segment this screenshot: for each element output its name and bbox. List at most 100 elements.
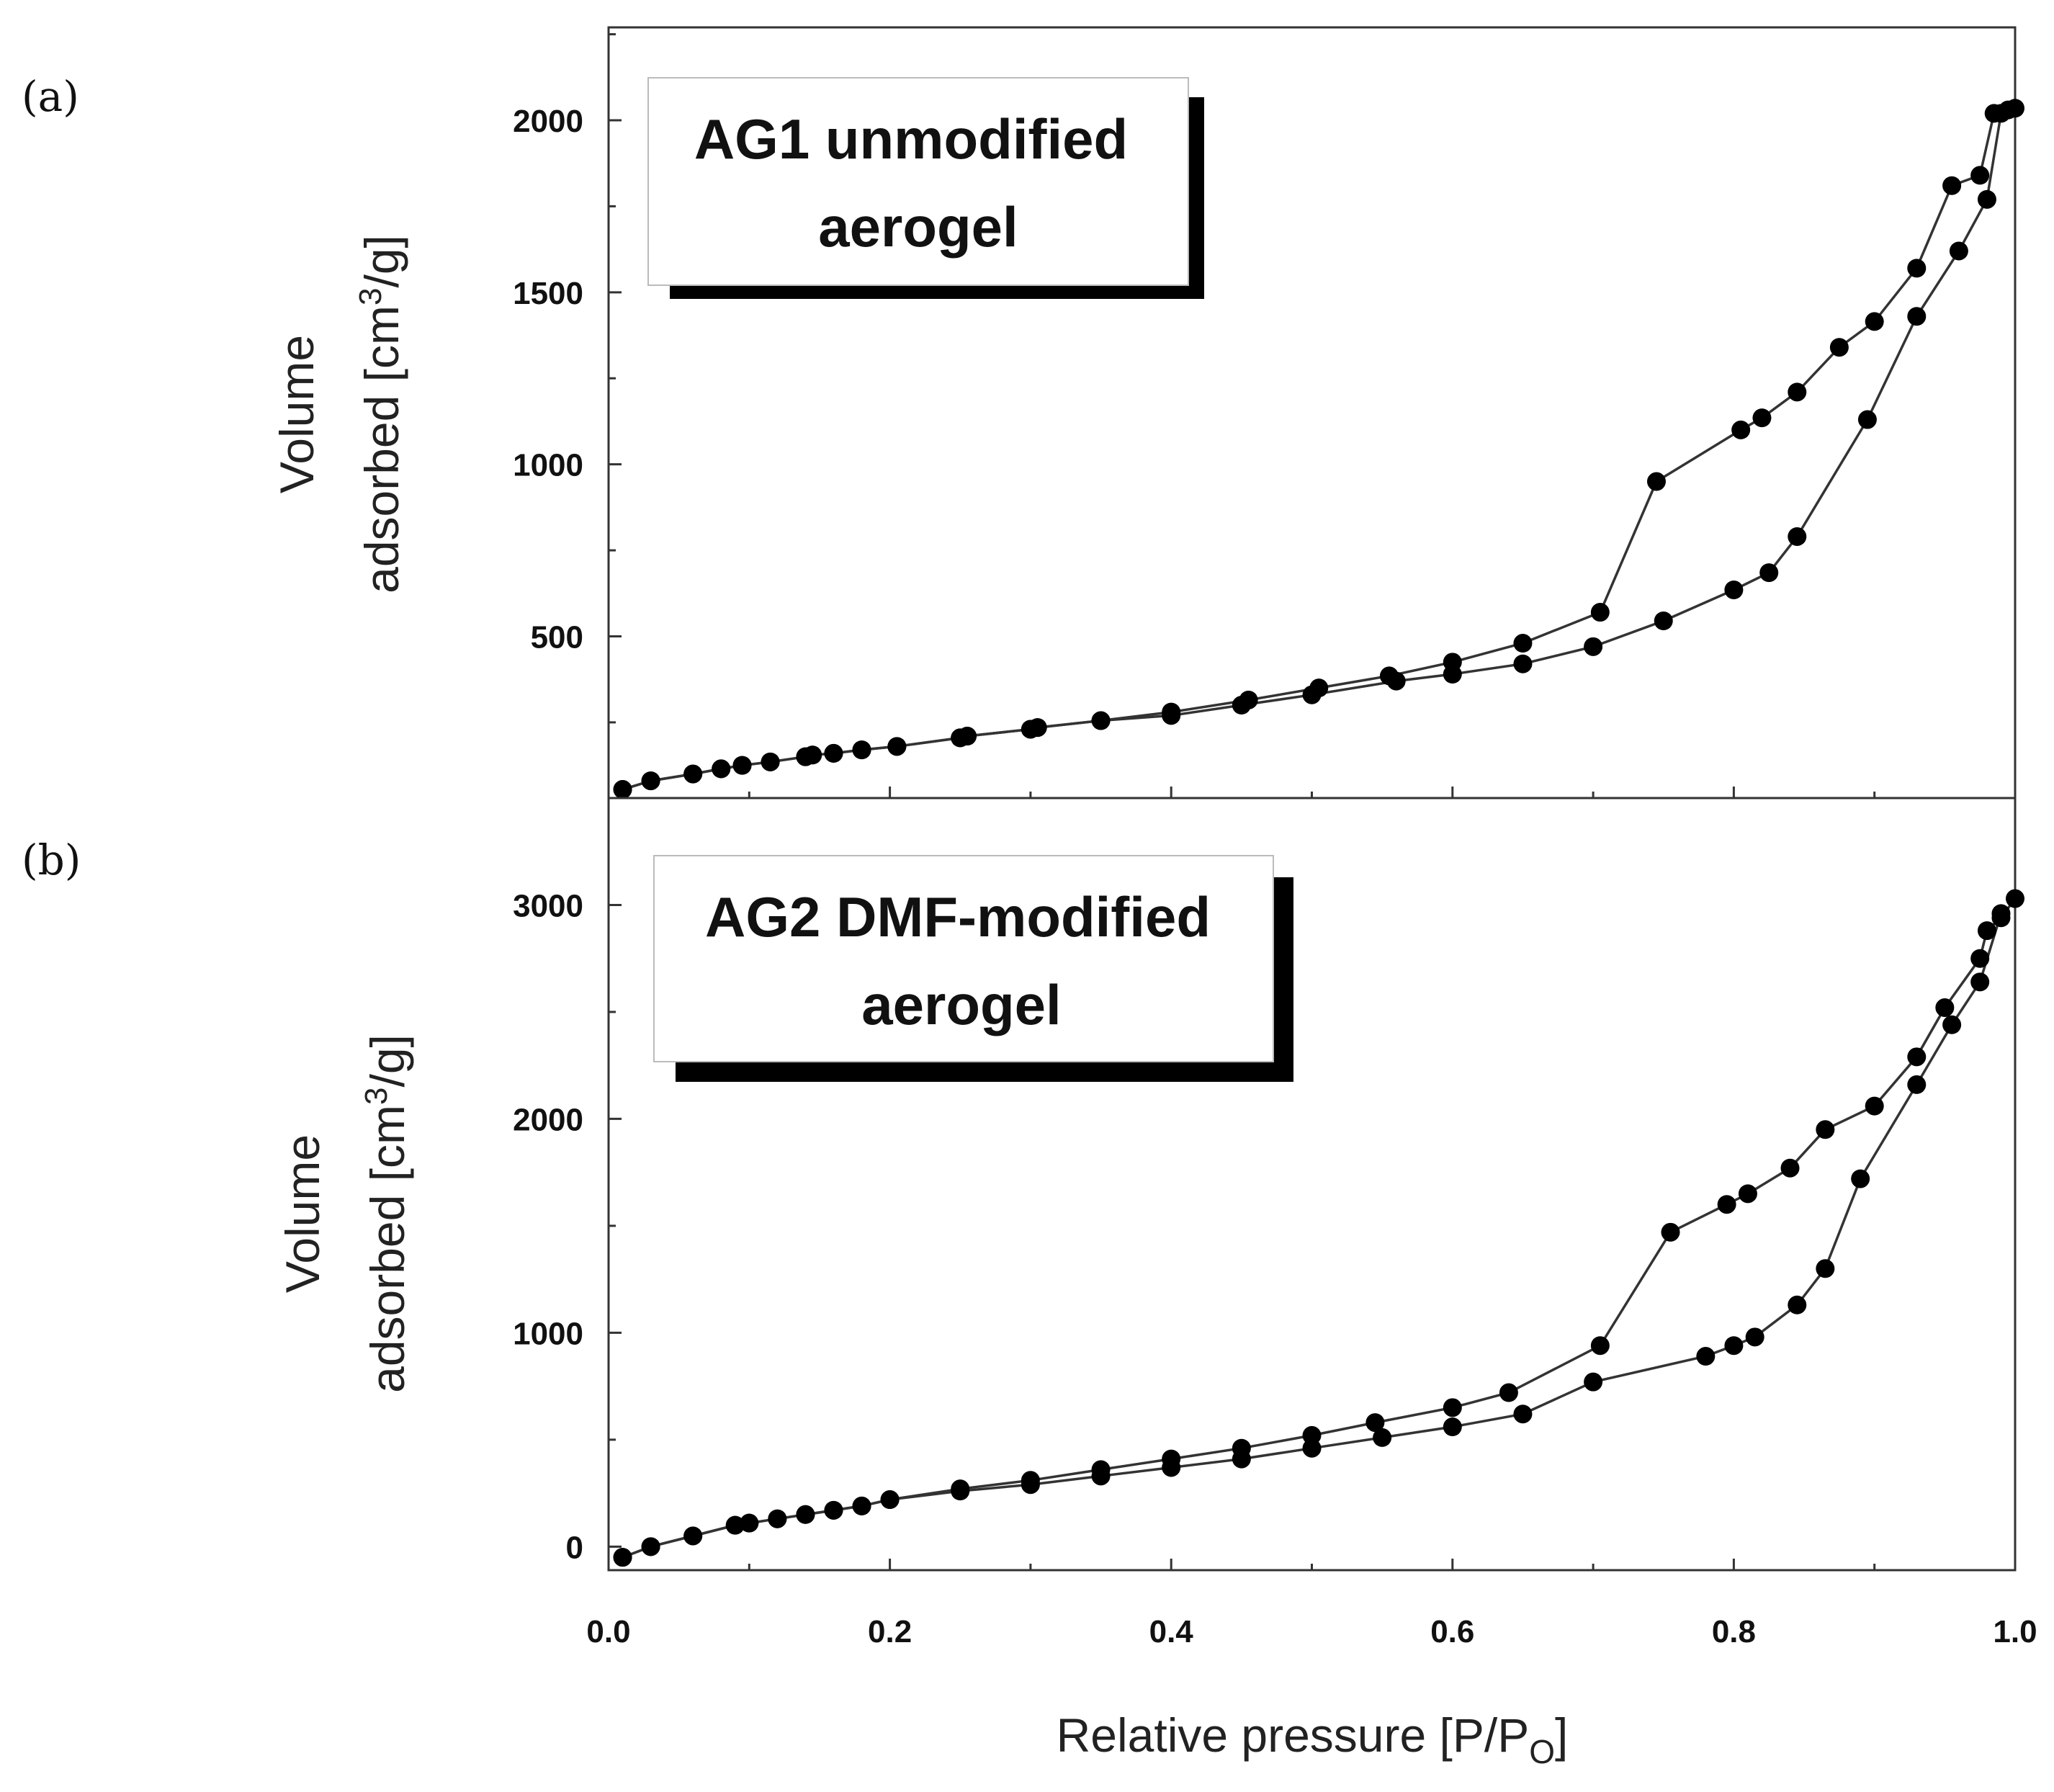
data-point-adsorption bbox=[1942, 1015, 1962, 1034]
data-point-desorption bbox=[613, 1548, 632, 1567]
data-point-desorption bbox=[1091, 1460, 1111, 1479]
data-point-desorption bbox=[761, 752, 780, 771]
data-point-desorption bbox=[712, 759, 731, 779]
panel-a-annotation-panel bbox=[647, 77, 1189, 286]
panel-b-y-ticks: 0 1000 2000 3000 bbox=[513, 797, 622, 1565]
data-point-adsorption bbox=[1302, 1438, 1322, 1458]
panel-a-y-ticks: 500 1000 1500 2000 bbox=[513, 33, 622, 724]
data-point-adsorption bbox=[1949, 241, 1968, 261]
x-axis-title: Relative pressure [P/PO] bbox=[1057, 1708, 1569, 1770]
data-point-desorption bbox=[852, 740, 871, 760]
y-tick-label-3000: 3000 bbox=[513, 888, 583, 923]
x-tick-label-0.4: 0.4 bbox=[1149, 1614, 1194, 1649]
data-point-desorption bbox=[740, 1513, 759, 1533]
data-point-desorption bbox=[1162, 1449, 1181, 1469]
data-point-desorption bbox=[803, 745, 822, 765]
data-point-desorption bbox=[1907, 259, 1927, 278]
data-point-desorption bbox=[1513, 634, 1533, 653]
data-point-desorption bbox=[1816, 1120, 1835, 1139]
panel-b-label: (b) bbox=[22, 835, 81, 884]
data-point-desorption bbox=[1780, 1158, 1800, 1178]
data-point-desorption bbox=[1865, 1096, 1884, 1116]
y-tick-label-1000: 1000 bbox=[513, 448, 583, 483]
panel-b: (b) 0 1000 2000 3000 0.0 0.2 0.4 0.6 0.8 1.0 Vol… bbox=[22, 797, 2037, 1770]
panel-b-ylabel-line2: adsorbed [cm3/g] bbox=[359, 1034, 414, 1393]
data-point-desorption bbox=[1731, 420, 1751, 439]
data-point-desorption bbox=[1646, 472, 1666, 491]
data-point-adsorption bbox=[1759, 563, 1779, 583]
data-point-adsorption bbox=[1977, 189, 1996, 209]
panel-a-label: (a) bbox=[22, 72, 79, 121]
data-point-adsorption bbox=[1724, 1336, 1744, 1356]
x-tick-label-0.2: 0.2 bbox=[868, 1614, 912, 1649]
data-point-desorption bbox=[887, 737, 907, 756]
data-point-adsorption bbox=[1851, 1169, 1870, 1188]
data-point-desorption bbox=[1365, 1413, 1385, 1433]
data-point-desorption bbox=[1907, 1047, 1927, 1067]
data-point-desorption bbox=[2006, 99, 2024, 118]
data-point-desorption bbox=[958, 727, 977, 746]
x-tick-label-0.8: 0.8 bbox=[1712, 1614, 1756, 1649]
panel-b-y-axis-title: Volume adsorbed [cm3/g] bbox=[276, 1034, 414, 1393]
panel-a-annotation-box: AG1 unmodified aerogel bbox=[647, 77, 1204, 299]
data-point-desorption bbox=[1443, 1398, 1462, 1417]
data-point-desorption bbox=[824, 1500, 843, 1520]
data-point-desorption bbox=[880, 1490, 900, 1510]
data-point-adsorption bbox=[1788, 1295, 1807, 1314]
data-point-desorption bbox=[1977, 921, 1996, 941]
data-point-adsorption bbox=[1745, 1327, 1764, 1347]
panel-b-annotation-box: AG2 DMF-modified aerogel bbox=[653, 855, 1293, 1082]
data-point-desorption bbox=[824, 743, 843, 763]
data-point-desorption bbox=[1590, 1336, 1610, 1356]
panel-a-x-ticks bbox=[607, 787, 2017, 798]
panel-a-ylabel-line1: Volume bbox=[270, 335, 323, 493]
data-point-desorption bbox=[1309, 678, 1329, 698]
y-tick-label-1000: 1000 bbox=[513, 1316, 583, 1351]
panel-b-annotation-line2: aerogel bbox=[861, 973, 1061, 1036]
panel-b-annotation-line1: AG2 DMF-modified bbox=[705, 885, 1211, 949]
data-point-desorption bbox=[1970, 166, 1990, 185]
data-point-desorption bbox=[951, 1479, 970, 1499]
data-point-adsorption bbox=[1857, 410, 1877, 429]
data-point-adsorption bbox=[1816, 1259, 1835, 1278]
data-point-desorption bbox=[796, 1505, 815, 1524]
data-point-adsorption bbox=[1513, 1405, 1533, 1424]
data-point-desorption bbox=[1788, 382, 1807, 402]
data-point-desorption bbox=[1829, 338, 1849, 357]
data-point-desorption bbox=[641, 1537, 660, 1556]
data-point-desorption bbox=[768, 1509, 787, 1528]
panel-b-x-ticks: 0.0 0.2 0.4 0.6 0.8 1.0 bbox=[586, 1559, 2037, 1649]
data-point-desorption bbox=[1738, 1184, 1757, 1204]
data-point-desorption bbox=[725, 1515, 745, 1535]
data-point-desorption bbox=[1991, 908, 2011, 928]
data-point-desorption bbox=[732, 756, 752, 775]
y-tick-label-500: 500 bbox=[531, 619, 583, 655]
data-point-desorption bbox=[1091, 711, 1111, 730]
data-point-adsorption bbox=[1513, 654, 1533, 673]
y-tick-label-1500: 1500 bbox=[513, 276, 583, 311]
data-point-desorption bbox=[683, 1526, 703, 1546]
panel-a-annotation-line1: AG1 unmodified bbox=[694, 107, 1128, 171]
data-point-adsorption bbox=[1584, 637, 1603, 656]
panel-a-annotation-line2: aerogel bbox=[818, 195, 1018, 259]
data-point-desorption bbox=[1379, 666, 1399, 686]
data-point-adsorption bbox=[1970, 972, 1990, 992]
y-tick-label-0: 0 bbox=[566, 1530, 583, 1565]
data-point-adsorption bbox=[1724, 581, 1744, 600]
data-point-desorption bbox=[2006, 889, 2024, 908]
data-point-adsorption bbox=[1907, 307, 1927, 326]
x-tick-label-0.0: 0.0 bbox=[586, 1614, 630, 1649]
data-point-desorption bbox=[683, 764, 703, 784]
data-point-desorption bbox=[1499, 1383, 1518, 1402]
data-point-adsorption bbox=[1907, 1075, 1927, 1094]
data-point-desorption bbox=[1865, 312, 1884, 331]
data-point-adsorption bbox=[1373, 1428, 1392, 1447]
data-point-desorption bbox=[1717, 1195, 1736, 1214]
data-point-adsorption bbox=[1443, 1417, 1462, 1437]
data-point-desorption bbox=[1302, 1425, 1322, 1445]
data-point-adsorption bbox=[1788, 527, 1807, 546]
data-point-desorption bbox=[1590, 603, 1610, 622]
panel-a-y-axis-title: Volume adsorbed [cm3/g] bbox=[270, 235, 408, 593]
data-point-desorption bbox=[852, 1496, 871, 1515]
